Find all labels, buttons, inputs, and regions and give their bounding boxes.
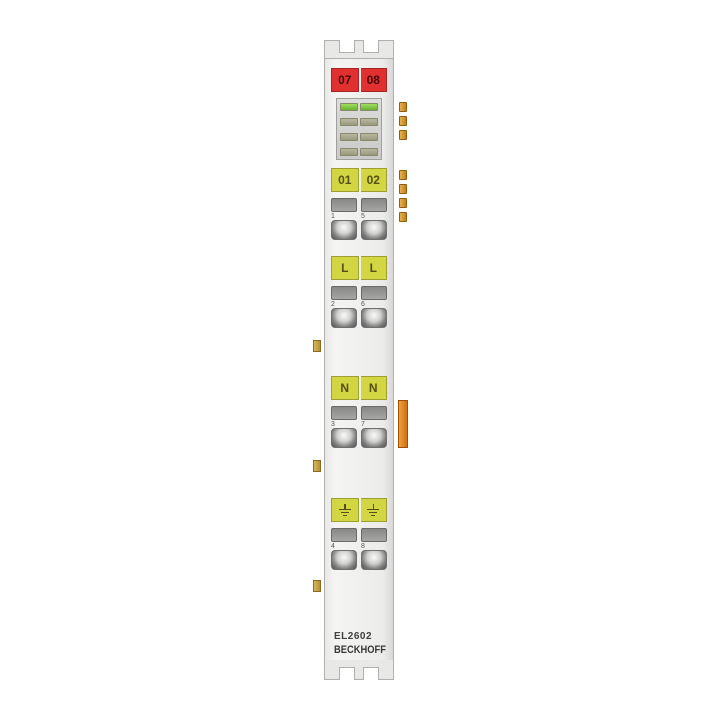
spring-release[interactable] [331,528,357,542]
line-label: L L [331,256,387,280]
wire-terminal-4[interactable] [331,550,357,570]
bus-pin [399,212,407,222]
status-led-block [336,98,382,160]
label-o1: 01 [331,168,359,192]
wire-terminal-2[interactable] [331,308,357,328]
led [360,148,378,156]
wire-terminal-1[interactable] [331,220,357,240]
label-L-right: L [361,256,388,280]
led-run2 [360,103,378,111]
spring-release[interactable] [361,198,387,212]
bus-pin [399,198,407,208]
led-run [340,103,358,111]
terminal-row-3: 3 7 [331,406,387,448]
spring-release[interactable] [361,286,387,300]
output-label: 01 02 [331,168,387,192]
led [340,148,358,156]
bus-contacts-mid [399,170,407,222]
side-latch [313,460,321,472]
id-label-red: 07 08 [331,68,387,92]
id-label-07: 07 [331,68,359,92]
bus-pin [399,116,407,126]
neutral-label: N N [331,376,387,400]
bus-pin [399,170,407,180]
bus-pin [399,130,407,140]
led [340,133,358,141]
wire-terminal-8[interactable] [361,550,387,570]
label-N-left: N [331,376,359,400]
ground-icon [332,499,358,521]
side-latch [313,580,321,592]
ground-icon [361,499,387,521]
io-terminal-module: 07 08 01 02 1 5 L L 2 6 [316,40,404,680]
led [340,118,358,126]
spring-release[interactable] [331,406,357,420]
label-ground-left [331,498,359,522]
din-clip-bottom [324,660,394,680]
model-number: EL2602 [334,631,372,642]
brand-name: BECKHOFF [334,644,386,656]
led [360,133,378,141]
spring-release[interactable] [361,528,387,542]
bus-pin [399,102,407,112]
wire-terminal-5[interactable] [361,220,387,240]
label-N-right: N [361,376,388,400]
wire-terminal-3[interactable] [331,428,357,448]
terminal-row-2: 2 6 [331,286,387,328]
led [360,118,378,126]
side-latch [313,340,321,352]
ground-label [331,498,387,522]
wire-terminal-7[interactable] [361,428,387,448]
bus-pin [399,184,407,194]
din-clip-top [324,40,394,60]
label-ground-right [361,498,388,522]
release-tab-orange[interactable] [398,400,408,448]
wire-terminal-6[interactable] [361,308,387,328]
terminal-row-4: 4 8 [331,528,387,570]
bus-contacts-top [399,102,407,140]
label-L-left: L [331,256,359,280]
spring-release[interactable] [361,406,387,420]
terminal-row-1: 1 5 [331,198,387,240]
label-o2: 02 [361,168,388,192]
spring-release[interactable] [331,286,357,300]
id-label-08: 08 [361,68,388,92]
spring-release[interactable] [331,198,357,212]
